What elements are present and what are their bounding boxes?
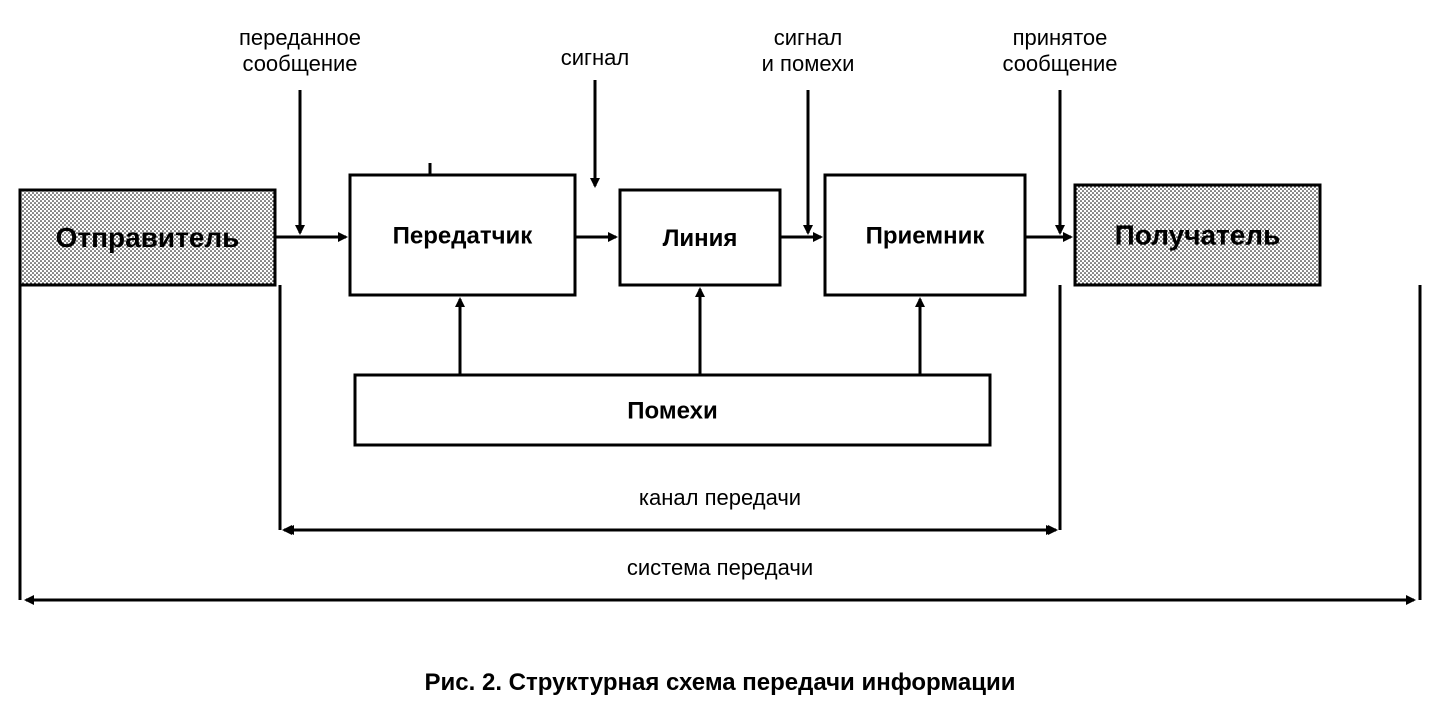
sent-message-label-line1: сообщение	[242, 51, 357, 76]
signal-noise-label-line1: и помехи	[762, 51, 855, 76]
channel-label: канал передачи	[639, 485, 801, 510]
transmission-diagram: Отправитель Передатчик Линия Приемник Получа…	[0, 0, 1440, 714]
sent-message-label-line0: переданное	[239, 25, 361, 50]
sender-label: Отправитель	[56, 222, 240, 253]
system-label: система передачи	[627, 555, 813, 580]
signal-label-line0: сигнал	[561, 45, 630, 70]
received-message-label-line0: принятое	[1013, 25, 1108, 50]
transmitter-label: Передатчик	[393, 222, 534, 249]
receiver-label: Приемник	[866, 222, 986, 249]
received-message-label-line1: сообщение	[1002, 51, 1117, 76]
figure-caption: Рис. 2. Структурная схема передачи инфор…	[425, 669, 1016, 696]
line-label: Линия	[663, 225, 738, 252]
noise-label: Помехи	[627, 397, 717, 424]
signal-noise-label-line0: сигнал	[774, 25, 843, 50]
recipient-label: Получатель	[1115, 219, 1281, 250]
